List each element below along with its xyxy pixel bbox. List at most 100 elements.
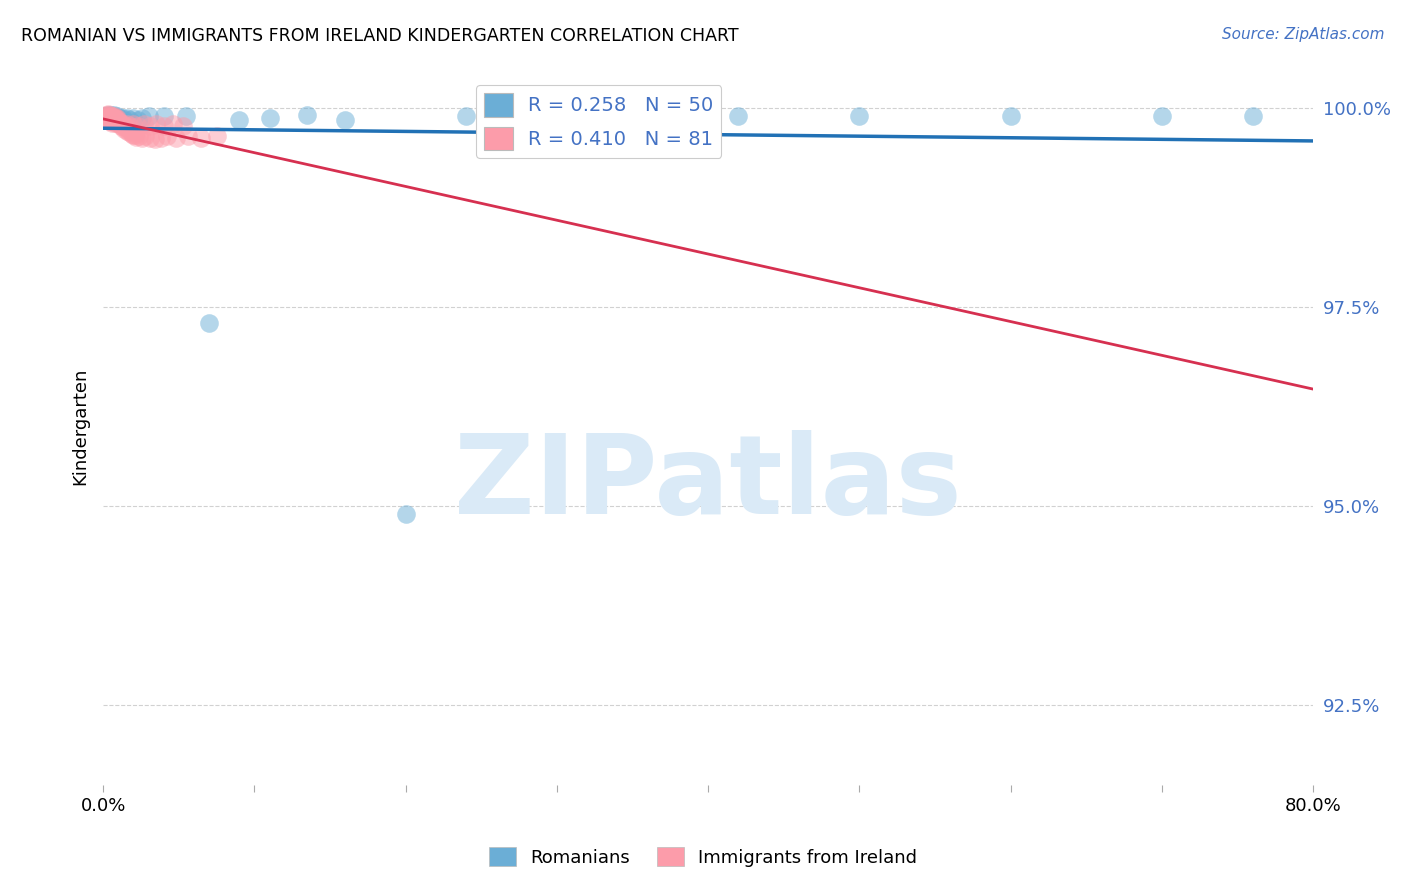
Point: [103, 111, 125, 125]
Point: [149, 130, 172, 145]
Point: [118, 125, 141, 139]
Text: ZIPatlas: ZIPatlas: [454, 431, 962, 538]
Point: [132, 117, 155, 131]
Point: [101, 115, 124, 129]
Point: [112, 119, 135, 133]
Point: [143, 131, 166, 145]
Point: [98, 113, 121, 128]
Point: [120, 113, 142, 128]
Point: [97, 108, 120, 122]
Point: [110, 119, 132, 133]
Point: [105, 111, 128, 125]
Point: [172, 119, 194, 133]
Point: [101, 112, 124, 127]
Point: [108, 117, 131, 131]
Point: [100, 114, 122, 128]
Text: ROMANIAN VS IMMIGRANTS FROM IRELAND KINDERGARTEN CORRELATION CHART: ROMANIAN VS IMMIGRANTS FROM IRELAND KIND…: [21, 27, 738, 45]
Point: [107, 114, 129, 128]
Point: [97, 111, 120, 125]
Point: [108, 115, 131, 129]
Point: [100, 114, 122, 128]
Point: [152, 119, 174, 133]
Point: [103, 111, 125, 125]
Point: [1000, 109, 1022, 123]
Point: [134, 129, 156, 144]
Point: [165, 130, 187, 145]
Point: [162, 117, 184, 131]
Point: [96, 111, 118, 125]
Point: [101, 113, 124, 128]
Point: [103, 114, 125, 128]
Point: [128, 129, 150, 144]
Point: [190, 130, 212, 145]
Point: [297, 108, 319, 122]
Point: [176, 109, 198, 123]
Point: [122, 111, 145, 125]
Point: [93, 113, 115, 128]
Point: [127, 113, 149, 128]
Point: [110, 115, 132, 129]
Point: [98, 109, 121, 123]
Point: [101, 114, 124, 128]
Point: [205, 129, 228, 144]
Point: [101, 111, 124, 125]
Point: [96, 111, 118, 125]
Point: [395, 507, 418, 521]
Point: [131, 130, 153, 145]
Point: [96, 109, 118, 123]
Point: [117, 123, 139, 137]
Point: [117, 111, 139, 125]
Point: [104, 114, 127, 128]
Point: [96, 112, 118, 127]
Point: [103, 108, 125, 122]
Point: [111, 111, 134, 125]
Point: [96, 108, 118, 122]
Point: [101, 109, 124, 123]
Point: [120, 119, 142, 133]
Point: [105, 114, 128, 128]
Point: [103, 111, 125, 125]
Point: [98, 111, 121, 125]
Point: [107, 111, 129, 125]
Point: [101, 111, 124, 125]
Point: [120, 123, 142, 137]
Legend: Romanians, Immigrants from Ireland: Romanians, Immigrants from Ireland: [481, 840, 925, 874]
Point: [93, 109, 115, 123]
Point: [97, 113, 120, 128]
Point: [97, 109, 120, 123]
Point: [98, 111, 121, 125]
Point: [105, 115, 128, 129]
Point: [100, 111, 122, 125]
Point: [105, 112, 128, 127]
Point: [333, 113, 356, 128]
Point: [138, 109, 160, 123]
Point: [117, 117, 139, 131]
Point: [456, 109, 478, 123]
Point: [139, 130, 162, 145]
Point: [198, 316, 221, 330]
Point: [110, 111, 132, 125]
Point: [103, 114, 125, 128]
Point: [105, 109, 128, 123]
Point: [1150, 109, 1173, 123]
Point: [122, 128, 145, 143]
Point: [100, 111, 122, 125]
Point: [1241, 109, 1264, 123]
Point: [848, 109, 870, 123]
Y-axis label: Kindergarten: Kindergarten: [72, 368, 89, 485]
Point: [127, 119, 149, 133]
Point: [107, 115, 129, 129]
Legend: R = 0.258   N = 50, R = 0.410   N = 81: R = 0.258 N = 50, R = 0.410 N = 81: [475, 86, 721, 158]
Point: [93, 111, 115, 125]
Point: [97, 113, 120, 128]
Point: [259, 111, 281, 125]
Point: [100, 108, 122, 122]
Point: [727, 109, 749, 123]
Point: [96, 113, 118, 128]
Point: [125, 130, 148, 145]
Point: [107, 114, 129, 128]
Point: [96, 113, 118, 128]
Point: [104, 111, 127, 125]
Point: [621, 109, 644, 123]
Point: [104, 115, 127, 129]
